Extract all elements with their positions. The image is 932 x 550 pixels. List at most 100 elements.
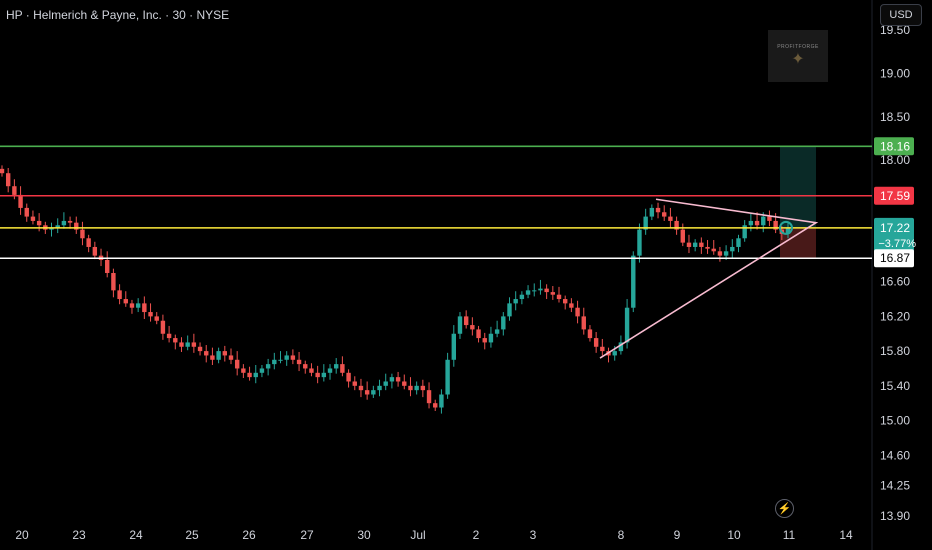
candle-body <box>525 290 531 295</box>
candle-body <box>284 355 289 360</box>
candle-body <box>532 290 537 292</box>
x-tick-label: 2 <box>473 528 480 542</box>
candle-body <box>191 342 197 347</box>
candle-body <box>377 385 382 391</box>
entry-marker <box>779 220 793 235</box>
candle-body <box>80 229 85 239</box>
candle-body <box>550 292 556 295</box>
candle-body <box>476 329 481 339</box>
candle-body <box>767 216 772 221</box>
candle-body <box>309 368 314 373</box>
candle-body <box>61 220 67 226</box>
candle-body <box>352 381 357 386</box>
candle-body <box>408 385 413 391</box>
x-tick-label: 25 <box>185 528 199 542</box>
y-tick-label: 14.25 <box>880 479 910 493</box>
x-tick-label: Jul <box>410 528 425 542</box>
candle-body <box>730 246 735 252</box>
candle-body <box>216 351 221 360</box>
candle-body <box>340 364 345 373</box>
candle-body <box>278 359 283 361</box>
candle-body <box>334 364 339 369</box>
candle-body <box>445 359 450 395</box>
candle-body <box>253 372 258 378</box>
candle-body <box>587 329 593 339</box>
candle-body <box>692 242 698 247</box>
candle-body <box>389 377 395 382</box>
symbol-title[interactable]: HP · Helmerich & Payne, Inc. · 30 · NYSE <box>6 8 230 22</box>
candle-body <box>142 303 147 313</box>
candle-body <box>49 227 54 230</box>
candle-body <box>86 238 91 247</box>
candle-body <box>327 368 333 373</box>
triangle-pattern <box>599 198 819 359</box>
candle-body <box>74 222 79 230</box>
loss-zone <box>780 227 816 259</box>
candle-body <box>247 372 252 378</box>
watermark-logo: PROFITFORGE ✦ <box>768 30 828 82</box>
candle-body <box>358 385 364 391</box>
x-tick-label: 11 <box>783 528 796 542</box>
candle-body <box>185 342 190 347</box>
y-tick-label: 14.60 <box>880 448 910 462</box>
candle-body <box>785 227 791 234</box>
candle-body <box>562 299 568 304</box>
candle-body <box>204 351 209 356</box>
candle-body <box>624 307 630 343</box>
candle-body <box>761 216 766 226</box>
x-tick-label: 14 <box>839 528 853 542</box>
x-tick-label: 23 <box>72 528 86 542</box>
candle-body <box>482 338 487 343</box>
candle-body <box>655 207 661 213</box>
candle-body <box>265 364 271 369</box>
x-tick-label: 30 <box>357 528 371 542</box>
candle-body <box>154 316 159 321</box>
price-change-label: −3.77% <box>878 238 916 250</box>
y-tick-label: 15.80 <box>880 344 910 358</box>
candle-body <box>402 381 407 386</box>
candle-body <box>303 364 308 369</box>
eagle-icon: ✦ <box>791 51 805 68</box>
candle-body <box>346 372 351 382</box>
price-label-bg <box>874 137 914 156</box>
candle-body <box>501 316 506 330</box>
candle-body <box>222 351 228 356</box>
candle-body <box>754 220 760 226</box>
candle-body <box>160 320 166 334</box>
y-tick-label: 19.00 <box>880 66 910 80</box>
candle-body <box>12 186 17 195</box>
candle-body <box>544 288 549 293</box>
candle-body <box>433 403 438 408</box>
candle-body <box>241 368 246 373</box>
candle-body <box>705 246 710 249</box>
candle-body <box>451 333 456 360</box>
candle-body <box>593 338 599 347</box>
candle-body <box>742 225 747 239</box>
candle-body <box>686 242 692 247</box>
candle-body <box>637 229 642 256</box>
candle-body <box>494 329 500 334</box>
y-tick-label: 16.60 <box>880 275 910 289</box>
candle-body <box>513 299 518 304</box>
currency-button[interactable]: USD <box>880 4 922 26</box>
candle-body <box>395 377 401 382</box>
price-label: 17.22 <box>880 221 910 235</box>
candle-body <box>674 220 679 230</box>
candle-body <box>748 220 754 226</box>
candle-body <box>148 312 153 317</box>
candle-body <box>414 385 419 391</box>
x-tick-label: 3 <box>530 528 537 542</box>
candle-body <box>723 251 729 256</box>
candle-body <box>129 303 135 308</box>
lightning-icon[interactable]: ⚡ <box>775 499 794 518</box>
y-tick-label: 19.50 <box>880 23 910 37</box>
y-tick-label: 13.90 <box>880 509 910 523</box>
price-label: 16.87 <box>880 251 910 265</box>
candle-body <box>123 299 128 304</box>
x-tick-label: 20 <box>15 528 29 542</box>
candle-body <box>111 273 116 291</box>
candle-body <box>463 316 469 326</box>
candle-body <box>5 173 11 187</box>
candle-body <box>67 220 73 223</box>
